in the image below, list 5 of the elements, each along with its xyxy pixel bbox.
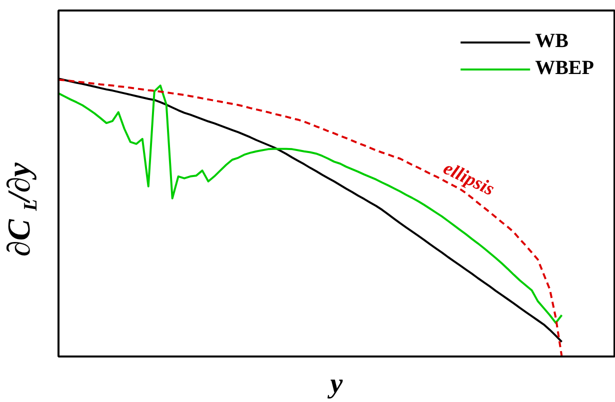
x-axis-title: y: [327, 368, 344, 400]
y-axis-title: ∂CL/∂y: [0, 162, 42, 256]
legend-label: WB: [535, 30, 568, 53]
legend-label: WBEP: [535, 57, 594, 80]
text: ellipsis: [440, 158, 498, 200]
